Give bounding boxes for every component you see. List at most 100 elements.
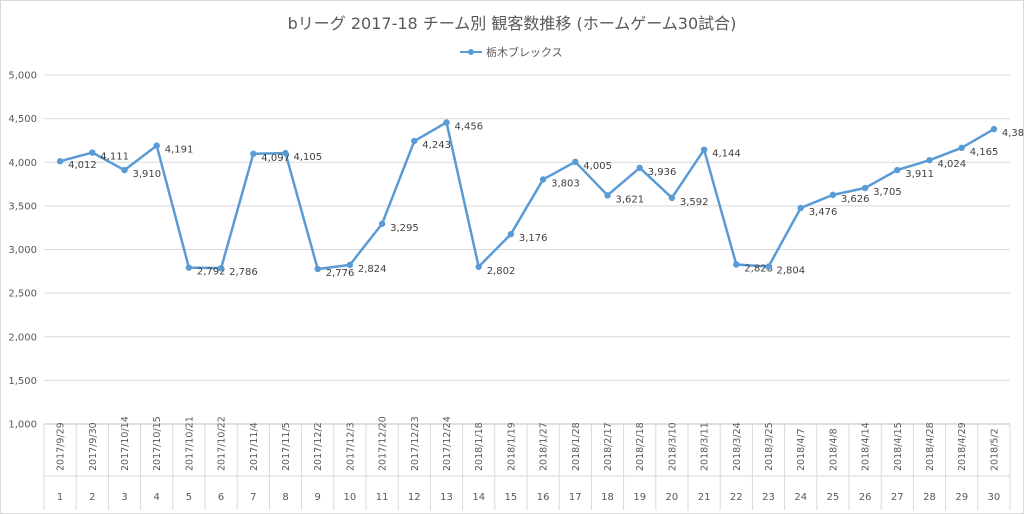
x-tick-label-date: 2018/4/29 [957,422,968,471]
data-point [636,164,643,172]
data-point [765,263,772,270]
data-point [378,220,386,227]
data-point [700,146,708,153]
chart-title: bリーグ 2017-18 チーム別 観客数推移 (ホームゲーム30試合) [287,14,737,33]
x-tick-label-game-number: 25 [827,492,840,503]
x-tick-label-game-number: 2 [89,492,95,503]
x-tick-label-game-number: 21 [698,492,711,503]
data-point [604,192,611,199]
x-tick-label-date: 2017/10/14 [120,416,131,471]
x-tick-label-date: 2018/2/17 [603,422,614,471]
x-tick-label-game-number: 12 [408,492,421,503]
data-label: 4,380 [1002,128,1024,139]
data-label: 4,165 [970,147,999,158]
x-tick-label-date: 2018/3/24 [732,422,743,471]
x-tick-label-date: 2017/9/30 [88,422,99,471]
data-label: 3,592 [680,197,709,208]
legend-label: 栃木ブレックス [486,46,563,59]
x-tick-label-date: 2018/4/15 [893,422,904,471]
x-tick-label-game-number: 14 [472,492,485,503]
data-label: 3,936 [648,167,677,178]
data-label: 2,828 [744,264,773,275]
y-tick-label: 5,000 [8,71,37,82]
data-label: 4,105 [294,152,323,163]
x-tick-label-date: 2017/11/4 [249,422,260,471]
x-tick-label-date: 2018/2/18 [635,422,646,471]
data-label: 4,111 [100,152,129,163]
series-line [59,121,995,271]
x-tick-label-date: 2017/10/15 [152,416,163,471]
y-tick-label: 4,000 [8,158,37,169]
x-tick-label-date: 2018/4/14 [861,422,872,471]
data-label: 4,012 [68,160,97,171]
data-label: 2,786 [229,267,258,278]
data-point [314,265,321,273]
x-tick-label-game-number: 24 [794,492,807,503]
x-tick-label-date: 2017/12/2 [313,422,324,471]
data-label: 3,626 [841,194,870,205]
y-tick-label: 3,500 [8,201,37,212]
x-tick-label-game-number: 11 [376,492,389,503]
data-point [250,150,257,157]
legend: 栃木ブレックス [460,44,563,60]
data-point [346,261,354,269]
x-tick-label-date: 2018/4/28 [925,422,936,471]
data-point [926,156,933,164]
x-tick-label-date: 2018/5/2 [989,428,1000,471]
data-point [56,158,64,165]
data-point [282,149,289,157]
data-point [89,149,96,156]
y-tick-label: 4,500 [8,114,37,125]
data-label: 2,804 [777,266,806,277]
data-label: 3,176 [519,233,548,244]
x-tick-label-game-number: 19 [633,492,646,503]
x-tick-label-game-number: 29 [955,492,968,503]
x-tick-label-date: 2018/4/7 [796,428,807,471]
x-tick-label-date: 2017/12/3 [345,422,356,471]
data-point [443,119,450,126]
x-tick-label-date: 2018/1/28 [571,422,582,471]
x-tick-label-game-number: 10 [344,492,357,503]
data-point [797,204,804,212]
data-label: 4,456 [455,121,484,132]
x-tick-label-game-number: 15 [505,492,518,503]
data-point [733,261,740,268]
x-tick-label-game-number: 26 [859,492,872,503]
y-tick-label: 3,000 [8,245,37,256]
x-tick-label-game-number: 9 [315,492,321,503]
data-point [217,264,225,272]
data-label: 3,295 [390,223,419,234]
x-tick-label-date: 2017/12/24 [442,416,453,471]
data-label: 3,911 [905,169,934,180]
y-tick-label: 1,500 [8,376,37,387]
data-label: 4,024 [938,159,967,170]
data-label: 3,803 [551,178,580,189]
data-point [507,230,515,238]
y-tick-label: 2,000 [8,332,37,343]
x-tick-label-date: 2018/1/18 [474,422,485,471]
x-tick-label-date: 2018/1/19 [506,422,517,471]
x-tick-label-date: 2018/3/11 [700,422,711,471]
x-tick-label-game-number: 1 [57,492,63,503]
x-tick-label-date: 2017/11/5 [281,422,292,471]
data-label: 3,476 [809,207,838,218]
data-point [861,184,869,192]
x-tick-label-date: 2017/12/23 [410,416,421,471]
x-tick-label-game-number: 30 [988,492,1001,503]
x-tick-label-game-number: 8 [282,492,288,503]
data-point [475,263,482,270]
data-point [539,176,547,183]
x-tick-label-game-number: 7 [250,492,256,503]
x-tick-label-game-number: 6 [218,492,224,503]
data-point [894,166,901,174]
data-point [411,137,418,145]
data-point [121,166,128,174]
data-point [572,158,579,166]
data-point [153,142,160,149]
data-label: 2,776 [326,268,355,279]
x-tick-label-game-number: 5 [186,492,192,503]
data-point [958,144,965,152]
legend-line-marker-icon [460,46,482,58]
